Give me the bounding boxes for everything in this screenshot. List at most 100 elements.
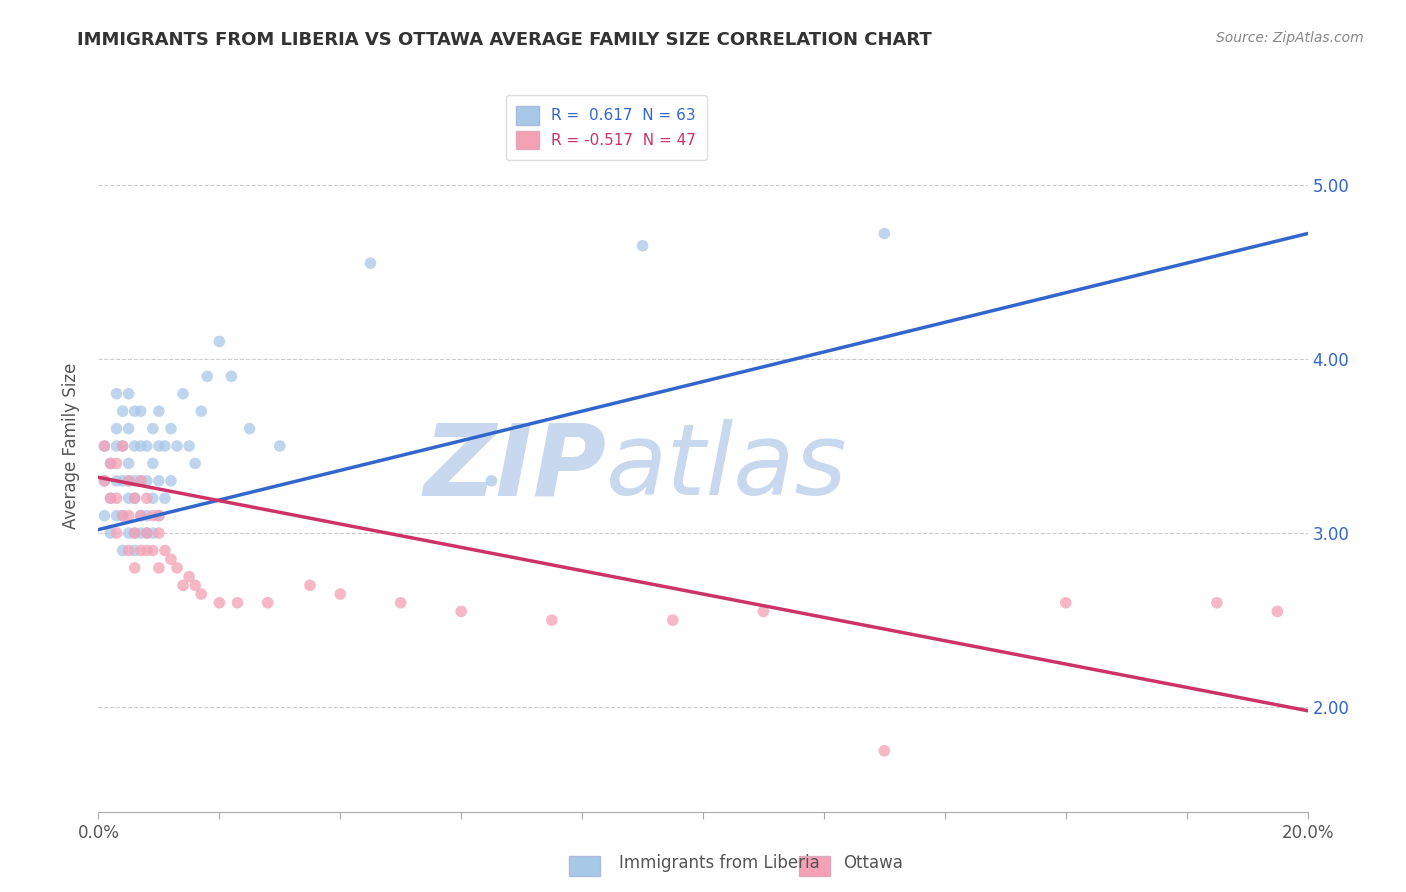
- Text: ZIP: ZIP: [423, 419, 606, 516]
- Point: [124, 561, 146, 575]
- Point: [118, 526, 141, 541]
- Text: IMMIGRANTS FROM LIBERIA VS OTTAWA AVERAGE FAMILY SIZE CORRELATION CHART: IMMIGRANTS FROM LIBERIA VS OTTAWA AVERAG…: [77, 31, 932, 49]
- Point: [166, 561, 188, 575]
- Point: [93, 508, 115, 523]
- Point: [148, 508, 170, 523]
- Point: [148, 508, 170, 523]
- Point: [118, 386, 141, 401]
- Point: [111, 508, 134, 523]
- Point: [111, 439, 134, 453]
- Point: [153, 491, 176, 506]
- Point: [124, 491, 146, 506]
- Point: [93, 439, 115, 453]
- Point: [481, 474, 503, 488]
- Point: [135, 439, 157, 453]
- Point: [105, 474, 128, 488]
- Point: [124, 404, 146, 418]
- Point: [148, 526, 170, 541]
- Point: [1206, 596, 1229, 610]
- Point: [124, 439, 146, 453]
- Point: [124, 474, 146, 488]
- Point: [129, 474, 152, 488]
- Point: [160, 474, 183, 488]
- Point: [105, 439, 128, 453]
- Point: [129, 543, 152, 558]
- Point: [105, 526, 128, 541]
- Point: [329, 587, 352, 601]
- Point: [111, 439, 134, 453]
- Point: [118, 474, 141, 488]
- Point: [105, 386, 128, 401]
- Point: [389, 596, 412, 610]
- Point: [105, 457, 128, 471]
- Point: [124, 491, 146, 506]
- Point: [118, 457, 141, 471]
- Text: Immigrants from Liberia: Immigrants from Liberia: [619, 855, 820, 872]
- Point: [142, 457, 165, 471]
- Point: [179, 439, 201, 453]
- Point: [124, 526, 146, 541]
- Legend: R =  0.617  N = 63, R = -0.517  N = 47: R = 0.617 N = 63, R = -0.517 N = 47: [506, 95, 707, 160]
- Point: [142, 421, 165, 435]
- Point: [190, 404, 212, 418]
- Point: [124, 543, 146, 558]
- Point: [153, 543, 176, 558]
- Point: [450, 604, 472, 618]
- Point: [208, 596, 231, 610]
- Point: [118, 508, 141, 523]
- Point: [752, 604, 775, 618]
- Point: [100, 491, 122, 506]
- Point: [129, 526, 152, 541]
- Point: [111, 543, 134, 558]
- Point: [360, 256, 382, 270]
- Point: [148, 439, 170, 453]
- Point: [179, 569, 201, 583]
- Point: [129, 404, 152, 418]
- Point: [111, 404, 134, 418]
- Point: [184, 578, 207, 592]
- Point: [153, 439, 176, 453]
- Point: [93, 474, 115, 488]
- Point: [226, 596, 249, 610]
- Point: [118, 421, 141, 435]
- Point: [172, 386, 194, 401]
- Point: [148, 561, 170, 575]
- Point: [239, 421, 262, 435]
- Point: [540, 613, 562, 627]
- Point: [142, 508, 165, 523]
- Point: [208, 334, 231, 349]
- Point: [135, 508, 157, 523]
- Y-axis label: Average Family Size: Average Family Size: [62, 363, 80, 529]
- Point: [129, 508, 152, 523]
- Point: [142, 491, 165, 506]
- Point: [135, 526, 157, 541]
- Point: [105, 491, 128, 506]
- Point: [111, 508, 134, 523]
- Point: [190, 587, 212, 601]
- Text: Source: ZipAtlas.com: Source: ZipAtlas.com: [1216, 31, 1364, 45]
- Point: [93, 474, 115, 488]
- Point: [100, 457, 122, 471]
- Text: Ottawa: Ottawa: [844, 855, 904, 872]
- Point: [221, 369, 243, 384]
- Point: [172, 578, 194, 592]
- Point: [142, 543, 165, 558]
- Point: [873, 227, 896, 241]
- Point: [135, 474, 157, 488]
- Point: [160, 421, 183, 435]
- Point: [135, 543, 157, 558]
- Point: [129, 508, 152, 523]
- Point: [105, 508, 128, 523]
- Point: [148, 404, 170, 418]
- Point: [135, 491, 157, 506]
- Point: [118, 491, 141, 506]
- Point: [299, 578, 322, 592]
- Point: [135, 526, 157, 541]
- Point: [195, 369, 218, 384]
- Point: [100, 491, 122, 506]
- Point: [148, 474, 170, 488]
- Point: [631, 238, 654, 252]
- Text: atlas: atlas: [606, 419, 848, 516]
- Point: [184, 457, 207, 471]
- Point: [160, 552, 183, 566]
